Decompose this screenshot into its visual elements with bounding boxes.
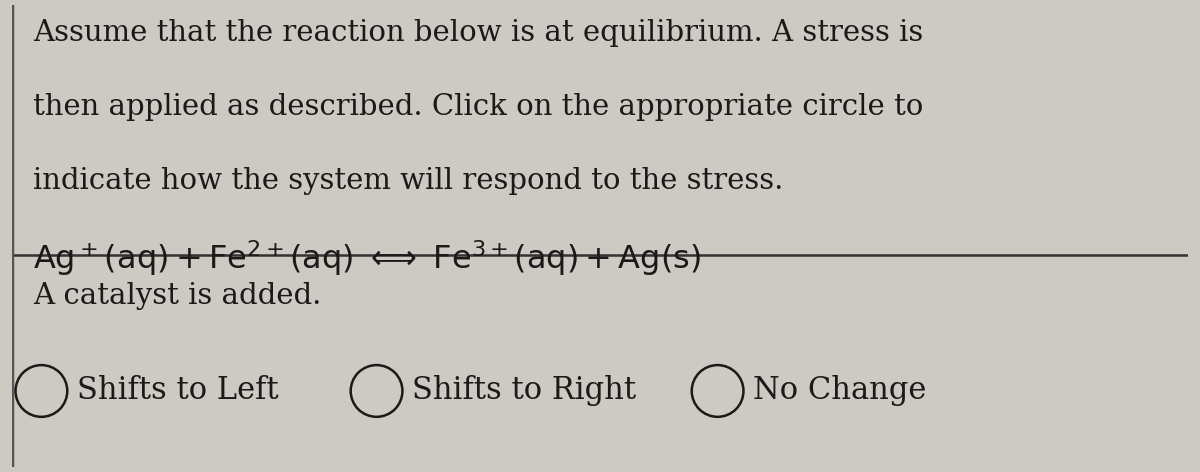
Text: indicate how the system will respond to the stress.: indicate how the system will respond to … xyxy=(34,167,784,194)
Text: Shifts to Right: Shifts to Right xyxy=(412,375,636,406)
Text: then applied as described. Click on the appropriate circle to: then applied as described. Click on the … xyxy=(34,93,924,121)
Text: $\mathrm{Ag^+(aq) + Fe^{2+}(aq)}$ $\Longleftrightarrow$ $\mathrm{Fe^{3+}(aq) + A: $\mathrm{Ag^+(aq) + Fe^{2+}(aq)}$ $\Long… xyxy=(34,238,701,278)
Text: Shifts to Left: Shifts to Left xyxy=(77,375,278,406)
Text: Assume that the reaction below is at equilibrium. A stress is: Assume that the reaction below is at equ… xyxy=(34,18,924,47)
Text: A catalyst is added.: A catalyst is added. xyxy=(34,282,322,310)
Text: No Change: No Change xyxy=(752,375,926,406)
